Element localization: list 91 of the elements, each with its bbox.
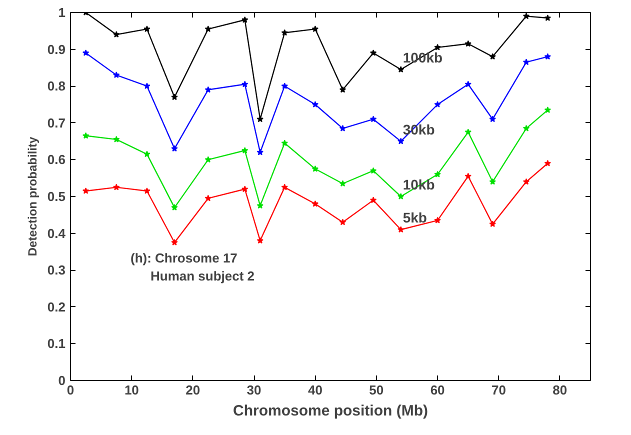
point <box>522 12 530 20</box>
point <box>312 101 319 108</box>
point <box>339 218 346 226</box>
annotation: Human subject 2 <box>150 268 255 284</box>
point <box>434 216 441 224</box>
point <box>204 156 212 163</box>
point <box>113 184 120 190</box>
point <box>370 49 377 56</box>
point <box>281 29 288 36</box>
point <box>144 82 150 90</box>
point <box>398 138 404 144</box>
point <box>544 14 552 21</box>
point <box>464 80 472 88</box>
y-tick-label: 0.6 <box>47 152 66 168</box>
point <box>489 53 496 60</box>
point <box>370 167 377 174</box>
series-label: 5kb <box>402 210 427 226</box>
y-tick-label: 0.5 <box>47 189 66 204</box>
point <box>204 194 212 202</box>
x-tick-label: 50 <box>369 382 384 398</box>
point <box>339 180 346 187</box>
point <box>544 106 552 113</box>
point <box>144 187 150 194</box>
point <box>171 94 178 100</box>
point <box>434 170 441 178</box>
x-tick-label: 30 <box>246 382 262 398</box>
point <box>82 132 90 139</box>
point <box>434 101 441 108</box>
point <box>489 220 496 228</box>
point <box>281 82 288 90</box>
point <box>256 148 264 156</box>
y-tick-label: 0.8 <box>47 78 66 94</box>
point <box>398 66 404 72</box>
y-tick-label: 0.1 <box>47 336 66 352</box>
y-tick-label: 0.3 <box>47 262 66 278</box>
point <box>82 187 90 194</box>
point <box>82 49 90 56</box>
point <box>434 44 441 50</box>
x-tick-label: 60 <box>430 382 445 398</box>
point <box>398 226 404 233</box>
point <box>113 136 120 142</box>
point <box>489 178 496 185</box>
y-tick-label: 0.7 <box>47 115 66 130</box>
x-tick-label: 20 <box>186 382 200 398</box>
point <box>281 140 288 146</box>
y-tick-label: 0 <box>58 373 66 388</box>
point <box>544 160 552 166</box>
y-tick-label: 0.2 <box>47 299 66 314</box>
point <box>171 145 178 152</box>
x-axis-title: Chromosome position (Mb) <box>233 402 428 420</box>
point <box>171 204 178 210</box>
point <box>464 128 472 136</box>
point <box>144 26 150 32</box>
point <box>312 26 319 32</box>
point <box>544 53 552 60</box>
x-tick-label: 10 <box>124 382 139 398</box>
point <box>370 116 377 122</box>
point <box>242 16 248 23</box>
annotation: (h): Chrosome 17 <box>130 250 238 266</box>
x-tick-label: 40 <box>308 382 322 398</box>
point <box>370 196 377 204</box>
point <box>339 124 346 132</box>
x-tick-label: 80 <box>552 382 568 398</box>
point <box>312 200 319 207</box>
y-tick-label: 0.9 <box>47 42 66 57</box>
point <box>242 186 248 192</box>
y-tick-label: 1 <box>58 5 66 20</box>
point <box>281 184 288 190</box>
point <box>171 239 178 246</box>
point <box>522 58 530 66</box>
point <box>204 26 212 32</box>
point <box>464 172 472 180</box>
point <box>242 80 248 88</box>
point <box>204 86 212 93</box>
point <box>242 147 248 154</box>
point <box>113 72 120 78</box>
y-tick-label: 0.4 <box>47 226 66 241</box>
point <box>522 178 530 185</box>
point <box>339 86 346 93</box>
point <box>144 150 150 158</box>
point <box>256 237 264 244</box>
point <box>312 165 319 172</box>
point <box>256 116 264 122</box>
point <box>113 31 120 38</box>
x-tick-label: 70 <box>492 382 506 398</box>
point <box>522 124 530 132</box>
point <box>256 202 264 209</box>
point <box>464 40 472 47</box>
point <box>489 116 496 122</box>
y-axis-title: Detection probability <box>25 136 40 256</box>
point <box>398 193 404 200</box>
